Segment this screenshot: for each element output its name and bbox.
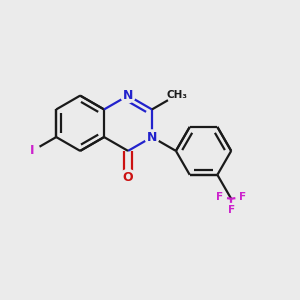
Circle shape — [236, 190, 249, 203]
Text: N: N — [123, 89, 133, 102]
Text: F: F — [239, 192, 246, 202]
Circle shape — [167, 85, 188, 105]
Circle shape — [145, 130, 159, 144]
Circle shape — [120, 169, 136, 185]
Text: O: O — [123, 171, 133, 184]
Text: N: N — [147, 130, 157, 144]
Circle shape — [121, 88, 135, 103]
Text: F: F — [216, 192, 224, 202]
Text: F: F — [228, 205, 235, 215]
Text: CH₃: CH₃ — [167, 90, 188, 100]
Circle shape — [225, 203, 238, 217]
Circle shape — [213, 190, 226, 203]
Text: I: I — [30, 144, 34, 158]
Circle shape — [25, 143, 40, 159]
